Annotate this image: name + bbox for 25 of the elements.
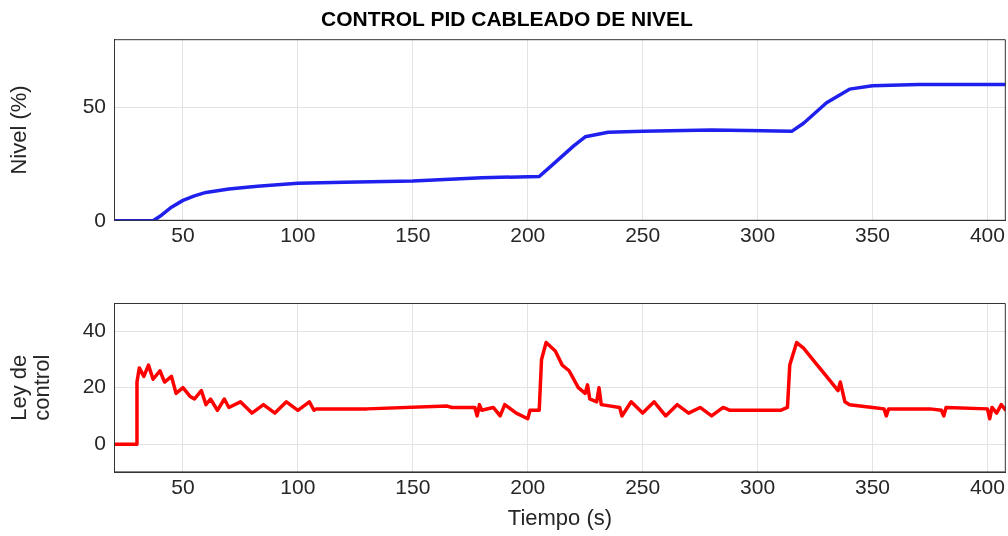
x-tick-label: 100: [280, 223, 316, 247]
y-tick-label: 50: [82, 94, 106, 118]
x-tick-label: 100: [280, 474, 316, 498]
y-tick-label: 0: [94, 207, 106, 231]
y-tick-label: 0: [94, 430, 106, 454]
x-tick-label: 250: [625, 474, 661, 498]
x-tick-label: 200: [510, 223, 546, 247]
x-tick-label: 200: [510, 474, 546, 498]
x-tick-label: 150: [395, 474, 431, 498]
chart-title: CONTROL PID CABLEADO DE NIVEL: [321, 7, 694, 31]
x-tick-label: 150: [395, 223, 431, 247]
x-tick-label: 350: [854, 223, 891, 247]
x-tick-label: 400: [969, 223, 1005, 247]
x-tick-label: 300: [740, 474, 776, 498]
y-axis-title: Nivel (%): [5, 85, 31, 175]
x-tick-label: 300: [740, 223, 776, 247]
y-axis-title: Ley de control: [5, 354, 54, 421]
x-axis-title: Tiempo (s): [507, 504, 613, 530]
y-tick-label: 40: [82, 318, 106, 342]
x-tick-label: 50: [171, 474, 195, 498]
x-tick-label: 50: [171, 223, 195, 247]
x-tick-label: 250: [625, 223, 661, 247]
x-tick-label: 400: [969, 474, 1005, 498]
x-tick-label: 350: [854, 474, 891, 498]
y-tick-label: 20: [82, 374, 106, 398]
